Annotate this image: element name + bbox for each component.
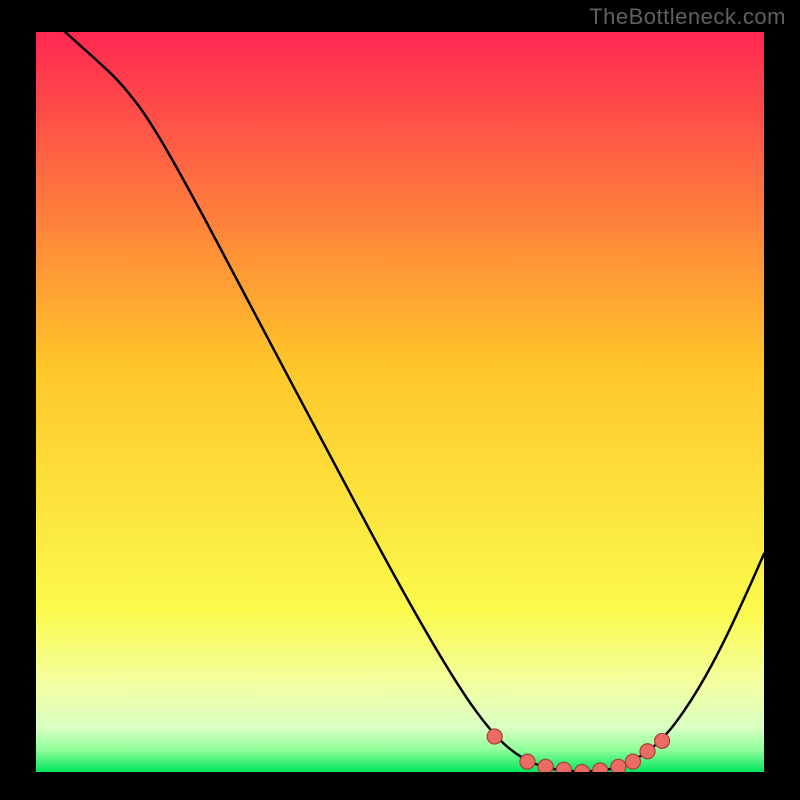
gradient-background [36, 32, 764, 772]
watermark-text: TheBottleneck.com [589, 4, 786, 30]
plot-svg [36, 32, 764, 772]
curve-marker [520, 754, 535, 769]
plot-area [36, 32, 764, 772]
curve-marker [611, 759, 626, 772]
curve-marker [556, 762, 571, 772]
curve-marker [625, 754, 640, 769]
curve-marker [538, 759, 553, 772]
curve-marker [640, 744, 655, 759]
chart-root: TheBottleneck.com [0, 0, 800, 800]
curve-marker [655, 733, 670, 748]
curve-marker [593, 763, 608, 772]
curve-marker [487, 729, 502, 744]
